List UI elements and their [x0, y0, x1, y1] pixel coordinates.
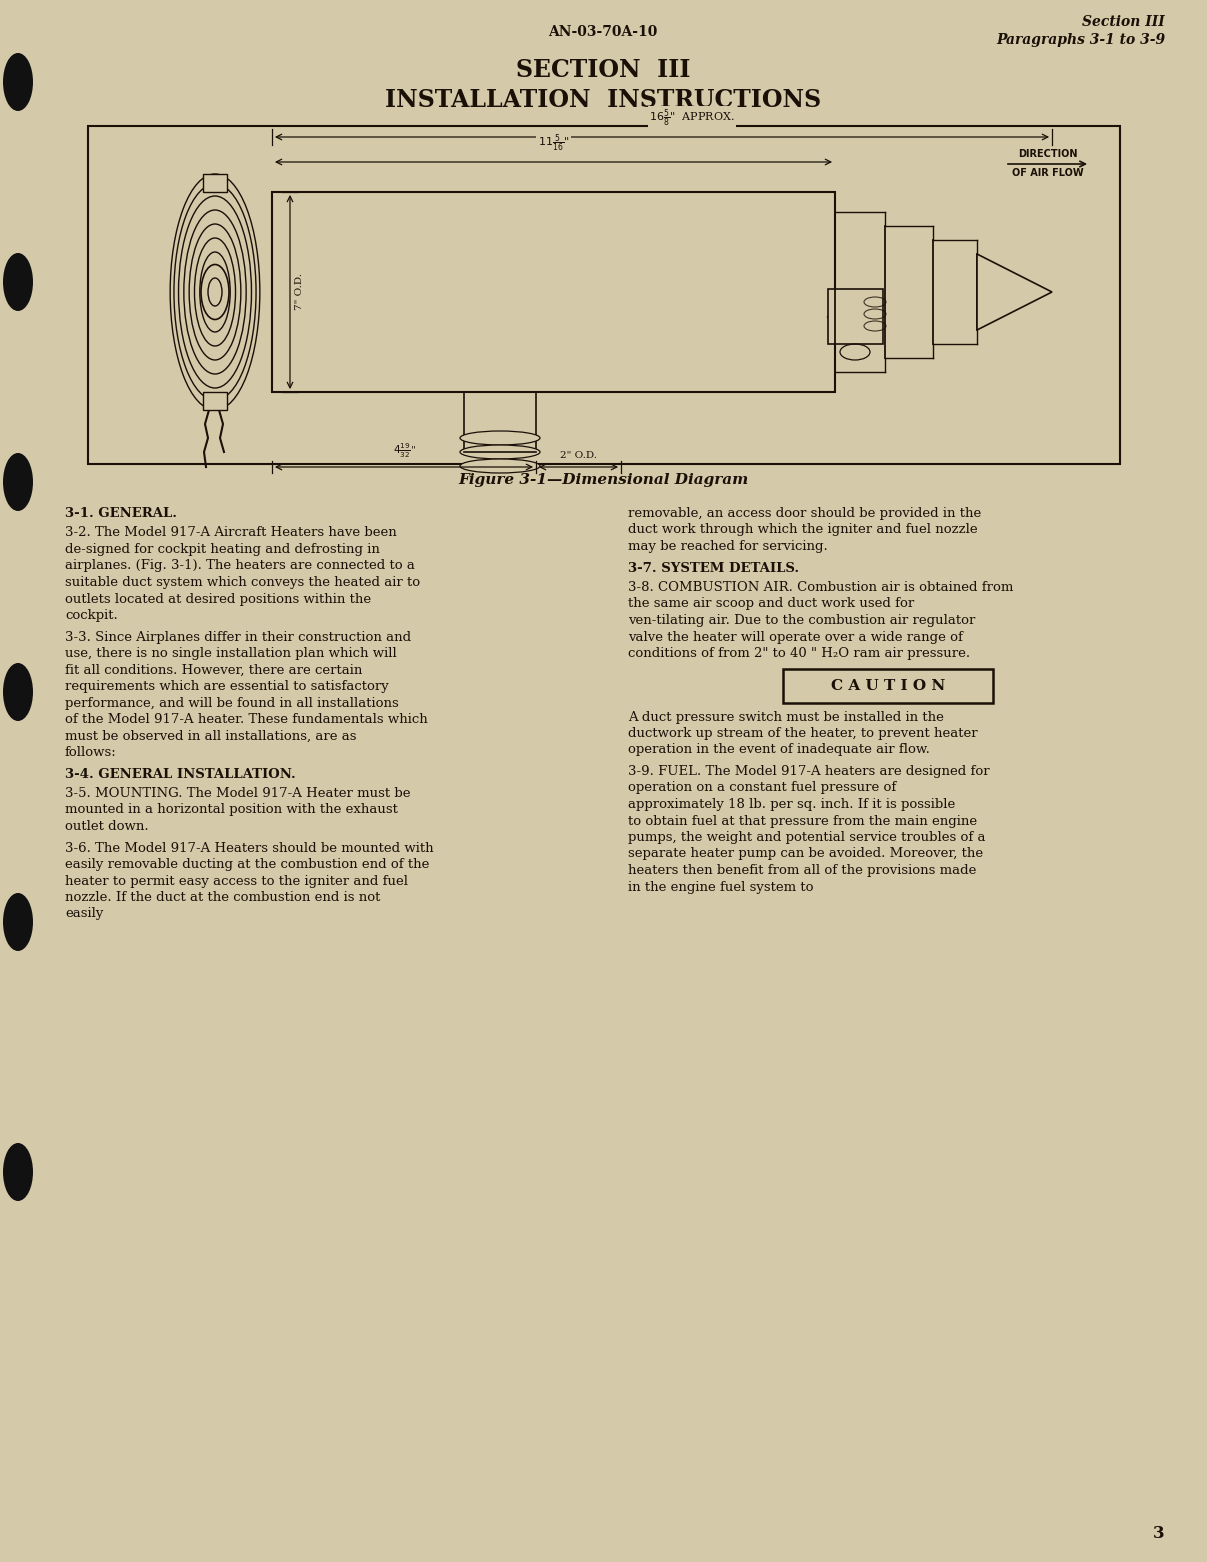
Text: removable, an access door should be provided in the: removable, an access door should be prov… — [628, 508, 981, 520]
Text: valve the heater will operate over a wide range of: valve the heater will operate over a wid… — [628, 631, 963, 644]
Text: outlets located at desired positions within the: outlets located at desired positions wit… — [65, 592, 371, 606]
Text: duct work through which the igniter and fuel nozzle: duct work through which the igniter and … — [628, 523, 978, 536]
Text: Section III: Section III — [1083, 16, 1165, 30]
Text: easily removable ducting at the combustion end of the: easily removable ducting at the combusti… — [65, 858, 430, 872]
Ellipse shape — [2, 53, 33, 111]
Text: $4\frac{19}{32}$": $4\frac{19}{32}$" — [392, 442, 415, 459]
Text: easily: easily — [65, 908, 104, 920]
Text: de-signed for cockpit heating and defrosting in: de-signed for cockpit heating and defros… — [65, 544, 380, 556]
Text: 3-7. SYSTEM DETAILS.: 3-7. SYSTEM DETAILS. — [628, 561, 799, 575]
Text: fit all conditions. However, there are certain: fit all conditions. However, there are c… — [65, 664, 362, 676]
Text: OF AIR FLOW: OF AIR FLOW — [1013, 169, 1084, 178]
Text: mounted in a horizontal position with the exhaust: mounted in a horizontal position with th… — [65, 803, 398, 817]
Ellipse shape — [2, 253, 33, 311]
Bar — [828, 289, 884, 344]
Text: heaters then benefit from all of the provisions made: heaters then benefit from all of the pro… — [628, 864, 976, 876]
Ellipse shape — [2, 1143, 33, 1201]
Text: INSTALLATION  INSTRUCTIONS: INSTALLATION INSTRUCTIONS — [385, 87, 821, 112]
Text: Figure 3-1—Dimensional Diagram: Figure 3-1—Dimensional Diagram — [457, 473, 748, 487]
Bar — [88, 127, 1120, 464]
Text: the same air scoop and duct work used for: the same air scoop and duct work used fo… — [628, 598, 914, 611]
Ellipse shape — [2, 893, 33, 951]
Text: 7" O.D.: 7" O.D. — [295, 273, 304, 311]
Text: outlet down.: outlet down. — [65, 820, 148, 833]
Polygon shape — [976, 255, 1053, 330]
Text: use, there is no single installation plan which will: use, there is no single installation pla… — [65, 647, 397, 661]
Text: 3-1. GENERAL.: 3-1. GENERAL. — [65, 508, 177, 520]
Text: DIRECTION: DIRECTION — [1019, 148, 1078, 159]
Text: to obtain fuel at that pressure from the main engine: to obtain fuel at that pressure from the… — [628, 814, 978, 828]
Text: ductwork up stream of the heater, to prevent heater: ductwork up stream of the heater, to pre… — [628, 726, 978, 740]
Text: of the Model 917-A heater. These fundamentals which: of the Model 917-A heater. These fundame… — [65, 712, 427, 726]
Text: operation in the event of inadequate air flow.: operation in the event of inadequate air… — [628, 744, 929, 756]
Text: in the engine fuel system to: in the engine fuel system to — [628, 881, 814, 893]
Text: 3-5. MOUNTING. ​The Model 917-A Heater must be: 3-5. MOUNTING. ​The Model 917-A Heater m… — [65, 787, 410, 800]
Ellipse shape — [2, 453, 33, 511]
Text: 2" O.D.: 2" O.D. — [560, 451, 597, 459]
Text: 3-9. FUEL. The Model 917-A heaters are designed for: 3-9. FUEL. The Model 917-A heaters are d… — [628, 765, 990, 778]
Text: Paragraphs 3-1 to 3-9: Paragraphs 3-1 to 3-9 — [996, 33, 1165, 47]
Text: performance, and will be found in all installations: performance, and will be found in all in… — [65, 697, 398, 709]
Text: SECTION  III: SECTION III — [515, 58, 690, 81]
Text: approximately 18 lb. per sq. inch. If it is possible: approximately 18 lb. per sq. inch. If it… — [628, 798, 955, 811]
Text: nozzle. If the duct at the combustion end is not: nozzle. If the duct at the combustion en… — [65, 890, 380, 904]
Text: airplanes. (Fig. 3-1). The heaters are connected to a: airplanes. (Fig. 3-1). The heaters are c… — [65, 559, 415, 573]
Bar — [203, 173, 227, 192]
Text: follows:: follows: — [65, 747, 117, 759]
Text: $16\frac{5}{8}$"  APPROX.: $16\frac{5}{8}$" APPROX. — [649, 108, 735, 130]
Text: separate heater pump can be avoided. Moreover, the: separate heater pump can be avoided. Mor… — [628, 848, 984, 861]
Text: $11\frac{5}{16}$": $11\frac{5}{16}$" — [537, 133, 570, 155]
Text: C A U T I O N: C A U T I O N — [830, 678, 945, 692]
Text: conditions of from 2" to 40 " H₂O ram air pressure.: conditions of from 2" to 40 " H₂O ram ai… — [628, 647, 970, 661]
Ellipse shape — [460, 459, 540, 473]
Text: AN-03-70A-10: AN-03-70A-10 — [548, 25, 658, 39]
Text: ven-tilating air. Due to the combustion air regulator: ven-tilating air. Due to the combustion … — [628, 614, 975, 626]
Text: may be reached for servicing.: may be reached for servicing. — [628, 540, 828, 553]
Text: A duct pressure switch must be installed in the: A duct pressure switch must be installed… — [628, 711, 944, 723]
Text: 3: 3 — [1154, 1526, 1165, 1543]
Text: 3-2. The Model 917-A Aircraft Heaters have been: 3-2. The Model 917-A Aircraft Heaters ha… — [65, 526, 397, 539]
Text: 3-3. Since Airplanes differ in their construction and: 3-3. Since Airplanes differ in their con… — [65, 631, 412, 644]
Text: heater to permit easy access to the igniter and fuel: heater to permit easy access to the igni… — [65, 875, 408, 887]
Text: requirements which are essential to satisfactory: requirements which are essential to sati… — [65, 679, 389, 694]
Text: 3-8. COMBUSTION AIR. Combustion air is obtained from: 3-8. COMBUSTION AIR. Combustion air is o… — [628, 581, 1014, 594]
Text: 3-6. The Model 917-A Heaters should be mounted with: 3-6. The Model 917-A Heaters should be m… — [65, 842, 433, 854]
Text: suitable duct system which conveys the heated air to: suitable duct system which conveys the h… — [65, 576, 420, 589]
Ellipse shape — [460, 445, 540, 459]
Text: must be observed in all installations, are as: must be observed in all installations, a… — [65, 729, 356, 742]
Ellipse shape — [2, 662, 33, 722]
Bar — [783, 669, 993, 703]
Bar — [272, 192, 835, 392]
Text: pumps, the weight and potential service troubles of a: pumps, the weight and potential service … — [628, 831, 985, 843]
Bar — [203, 392, 227, 409]
Text: operation on a constant fuel pressure of: operation on a constant fuel pressure of — [628, 781, 897, 795]
Text: 3-4. GENERAL INSTALLATION.: 3-4. GENERAL INSTALLATION. — [65, 767, 296, 781]
Text: cockpit.: cockpit. — [65, 609, 118, 622]
Ellipse shape — [460, 431, 540, 445]
